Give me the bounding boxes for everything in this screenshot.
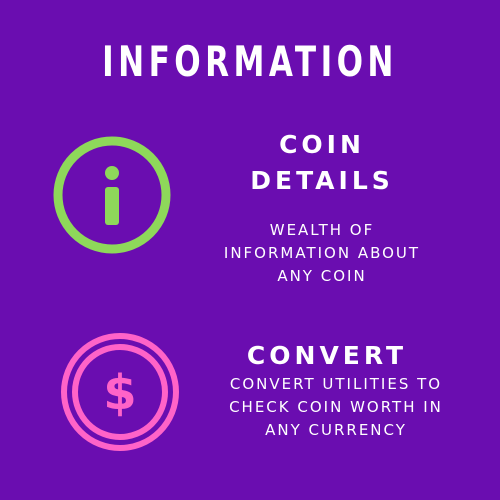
coin-details-heading: COIN DETAILS: [222, 127, 422, 199]
coin-details-section: COIN DETAILS WEALTH OF INFORMATION ABOUT…: [53, 127, 444, 288]
convert-heading: CONVERT: [222, 338, 432, 374]
description-line: CONVERT UTILITIES TO: [229, 375, 443, 393]
heading-line: DETAILS: [250, 166, 394, 195]
info-circle-icon: [53, 136, 171, 254]
svg-text:$: $: [103, 365, 136, 421]
description-line: WEALTH OF: [269, 221, 375, 239]
page-title: INFORMATION: [102, 37, 398, 86]
description-line: ANY CURRENCY: [265, 421, 407, 439]
dollar-coin-icon: $: [61, 333, 179, 451]
convert-description: CONVERT UTILITIES TO CHECK COIN WORTH IN…: [204, 373, 468, 442]
coin-details-description: WEALTH OF INFORMATION ABOUT ANY COIN: [200, 219, 444, 288]
description-line: CHECK COIN WORTH IN: [229, 398, 443, 416]
description-line: ANY COIN: [277, 267, 367, 285]
heading-line: COIN: [279, 130, 365, 159]
description-line: INFORMATION ABOUT: [223, 244, 421, 262]
heading-line: CONVERT: [246, 341, 408, 370]
